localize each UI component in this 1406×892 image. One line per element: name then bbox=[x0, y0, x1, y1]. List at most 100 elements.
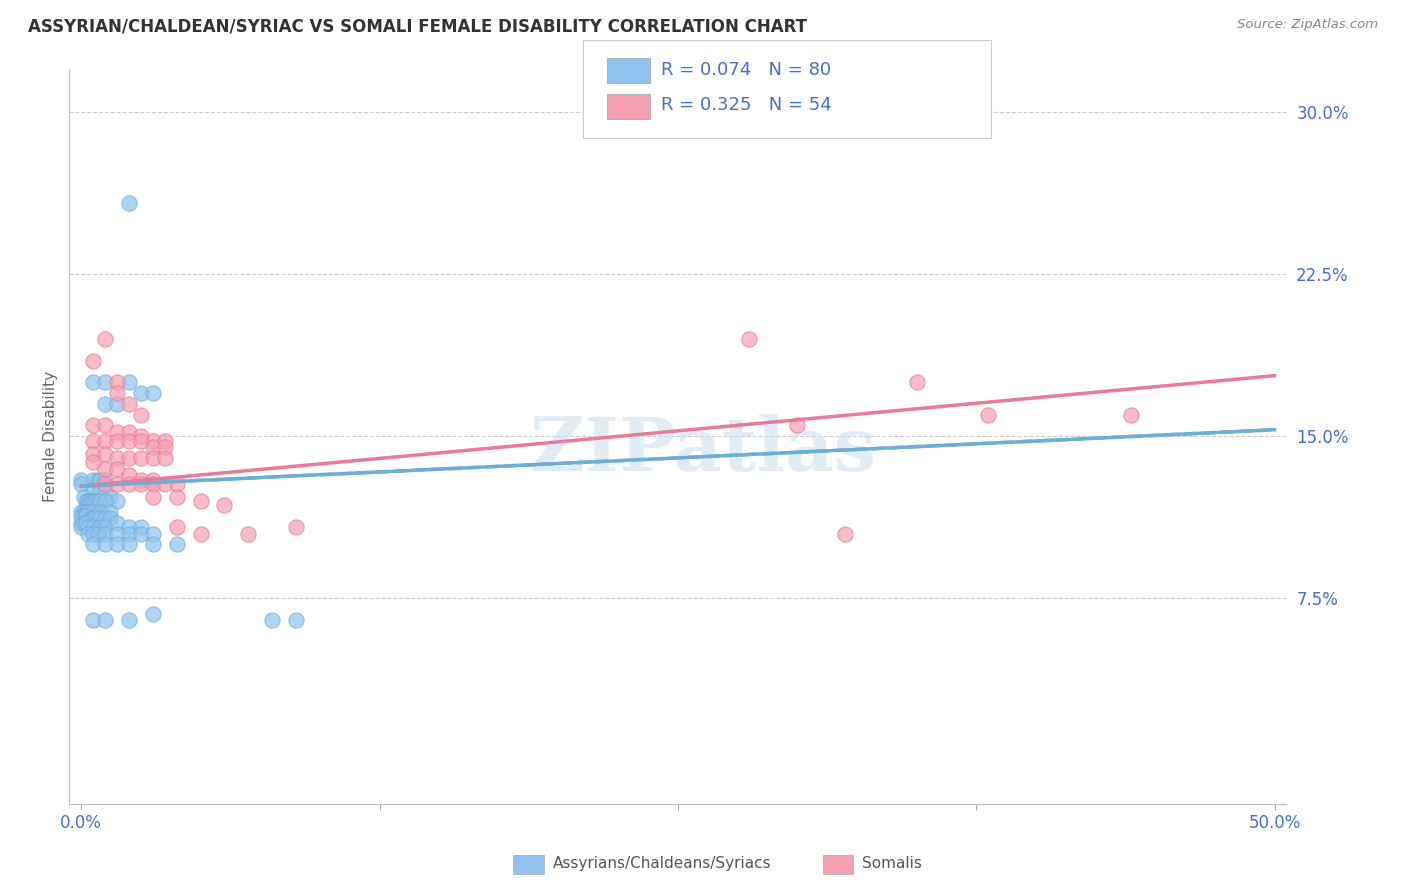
Point bbox=[72, 505, 94, 519]
Point bbox=[285, 613, 308, 627]
Point bbox=[142, 526, 165, 541]
Point bbox=[80, 494, 103, 508]
Point bbox=[82, 520, 104, 534]
Point bbox=[82, 537, 104, 551]
Point bbox=[94, 494, 117, 508]
Point bbox=[89, 494, 111, 508]
Point bbox=[82, 483, 104, 498]
Point bbox=[129, 434, 152, 448]
Text: Assyrians/Chaldeans/Syriacs: Assyrians/Chaldeans/Syriacs bbox=[553, 856, 770, 871]
Point bbox=[70, 516, 93, 530]
Point bbox=[190, 494, 212, 508]
Point bbox=[166, 537, 188, 551]
Point bbox=[82, 455, 104, 469]
Point bbox=[129, 408, 152, 422]
Point bbox=[82, 526, 104, 541]
Point bbox=[82, 511, 104, 525]
Point bbox=[70, 473, 93, 487]
Point bbox=[105, 461, 128, 475]
Point bbox=[129, 520, 152, 534]
Point bbox=[77, 505, 100, 519]
Point bbox=[70, 520, 93, 534]
Point bbox=[977, 408, 1000, 422]
Point bbox=[87, 494, 110, 508]
Point bbox=[118, 537, 141, 551]
Point bbox=[105, 476, 128, 491]
Point bbox=[129, 526, 152, 541]
Point bbox=[142, 473, 165, 487]
Point bbox=[285, 520, 308, 534]
Point bbox=[129, 476, 152, 491]
Point bbox=[77, 526, 100, 541]
Point bbox=[129, 450, 152, 465]
Point bbox=[129, 429, 152, 443]
Point bbox=[142, 440, 165, 454]
Point bbox=[1121, 408, 1143, 422]
Point bbox=[72, 509, 94, 524]
Point bbox=[166, 490, 188, 504]
Point bbox=[72, 516, 94, 530]
Point bbox=[105, 434, 128, 448]
Point bbox=[75, 509, 97, 524]
Point bbox=[105, 516, 128, 530]
Point bbox=[738, 332, 761, 346]
Point bbox=[94, 473, 117, 487]
Point bbox=[129, 386, 152, 401]
Point bbox=[118, 476, 141, 491]
Point bbox=[84, 494, 107, 508]
Text: Somalis: Somalis bbox=[862, 856, 922, 871]
Point bbox=[105, 375, 128, 389]
Point bbox=[142, 607, 165, 621]
Point bbox=[142, 450, 165, 465]
Point bbox=[142, 537, 165, 551]
Point bbox=[94, 397, 117, 411]
Point bbox=[82, 494, 104, 508]
Point bbox=[118, 613, 141, 627]
Point bbox=[94, 476, 117, 491]
Point bbox=[94, 526, 117, 541]
Point bbox=[153, 434, 176, 448]
Point bbox=[82, 434, 104, 448]
Point bbox=[142, 490, 165, 504]
Point bbox=[129, 473, 152, 487]
Point bbox=[105, 386, 128, 401]
Text: Source: ZipAtlas.com: Source: ZipAtlas.com bbox=[1237, 18, 1378, 31]
Point bbox=[89, 473, 111, 487]
Point bbox=[89, 483, 111, 498]
Point bbox=[786, 418, 808, 433]
Point bbox=[94, 537, 117, 551]
Point bbox=[80, 511, 103, 525]
Point bbox=[142, 434, 165, 448]
Point bbox=[77, 516, 100, 530]
Point bbox=[105, 526, 128, 541]
Point bbox=[94, 375, 117, 389]
Text: ASSYRIAN/CHALDEAN/SYRIAC VS SOMALI FEMALE DISABILITY CORRELATION CHART: ASSYRIAN/CHALDEAN/SYRIAC VS SOMALI FEMAL… bbox=[28, 18, 807, 36]
Point bbox=[214, 499, 236, 513]
Point bbox=[166, 476, 188, 491]
Point bbox=[94, 446, 117, 460]
Point bbox=[82, 505, 104, 519]
Point bbox=[905, 375, 928, 389]
Point bbox=[98, 511, 121, 525]
Point bbox=[77, 499, 100, 513]
Point bbox=[262, 613, 284, 627]
Point bbox=[87, 511, 110, 525]
Point bbox=[118, 425, 141, 439]
Point bbox=[82, 375, 104, 389]
Point bbox=[94, 332, 117, 346]
Point bbox=[77, 494, 100, 508]
Point bbox=[153, 450, 176, 465]
Text: ZIPatlas: ZIPatlas bbox=[529, 415, 876, 487]
Point bbox=[105, 425, 128, 439]
Point bbox=[142, 386, 165, 401]
Point bbox=[166, 520, 188, 534]
Point bbox=[82, 353, 104, 368]
Text: R = 0.325   N = 54: R = 0.325 N = 54 bbox=[661, 96, 831, 114]
Point bbox=[118, 375, 141, 389]
Point bbox=[118, 434, 141, 448]
Point bbox=[834, 526, 856, 541]
Point bbox=[153, 440, 176, 454]
Point bbox=[238, 526, 260, 541]
Point bbox=[89, 520, 111, 534]
Point bbox=[89, 511, 111, 525]
